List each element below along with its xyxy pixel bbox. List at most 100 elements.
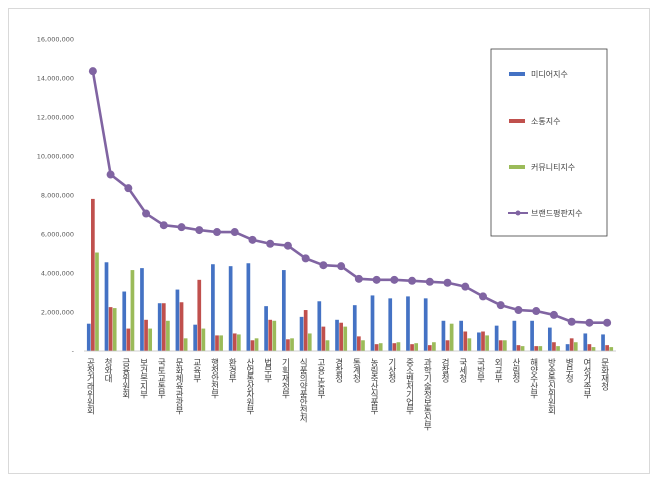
bar-community xyxy=(219,335,223,351)
bar-media xyxy=(104,262,109,351)
bar-media xyxy=(441,320,446,351)
category-label: 중소벤처기업부 xyxy=(404,358,414,415)
bar-media xyxy=(423,298,428,351)
brand-reputation-point xyxy=(461,282,470,291)
brand-reputation-point xyxy=(443,278,452,287)
bar-communication xyxy=(126,328,131,351)
bar-community xyxy=(414,343,419,351)
category-label: 금융위원회 xyxy=(120,358,130,399)
bar-communication xyxy=(587,344,592,351)
brand-reputation-point xyxy=(496,301,505,310)
bar-communication xyxy=(552,342,556,351)
category-label: 과학기술정보통신부 xyxy=(422,358,432,431)
brand-reputation-point xyxy=(532,307,541,316)
legend-swatch-marker xyxy=(515,210,521,216)
bar-communication xyxy=(144,319,148,351)
bar-community xyxy=(609,347,614,351)
category-label: 고용노동부 xyxy=(315,358,325,399)
bar-community xyxy=(556,346,560,351)
legend-label: 브랜드평판지수 xyxy=(531,208,583,218)
category-label: 식품의약품안전처 xyxy=(298,358,308,423)
bar-communication xyxy=(569,338,574,351)
bar-media xyxy=(352,305,357,351)
bar-media xyxy=(530,320,534,351)
bar-community xyxy=(520,346,525,351)
brand-reputation-point xyxy=(283,241,292,250)
category-label: 외교부 xyxy=(493,357,503,383)
brand-reputation-point xyxy=(319,261,328,270)
brand-reputation-point xyxy=(337,262,346,271)
legend-box xyxy=(490,48,608,237)
bar-community xyxy=(449,323,454,351)
category-label: 여성가족부 xyxy=(581,357,591,399)
y-tick-label: 10,000,000 xyxy=(37,153,74,161)
bar-media xyxy=(459,320,464,351)
brand-reputation-point xyxy=(266,239,275,248)
brand-reputation-point xyxy=(106,170,115,179)
bar-communication xyxy=(250,340,255,351)
category-label: 기상청 xyxy=(386,358,396,382)
bar-community xyxy=(343,326,348,351)
brand-reputation-point xyxy=(213,228,221,237)
bar-media xyxy=(122,291,127,351)
category-label: 통계청 xyxy=(351,358,361,382)
bar-community xyxy=(272,320,277,351)
bar-community xyxy=(95,252,99,351)
bar-media xyxy=(86,323,91,351)
bar-community xyxy=(183,338,188,351)
bar-communication xyxy=(357,336,361,351)
bar-communication xyxy=(374,344,379,351)
bar-media xyxy=(388,298,393,351)
bar-communication xyxy=(197,279,202,351)
bar-media xyxy=(264,306,268,351)
y-tick-label: 4,000,000 xyxy=(41,270,74,278)
bar-communication xyxy=(161,303,166,351)
y-tick-label: 6,000,000 xyxy=(41,231,74,239)
bar-media xyxy=(228,266,233,351)
brand-reputation-point xyxy=(479,292,487,301)
y-tick-label: 16,000,000 xyxy=(37,36,74,44)
legend-label: 커뮤니티지수 xyxy=(531,162,575,172)
bar-community xyxy=(485,335,489,351)
brand-reputation-point xyxy=(177,223,186,232)
category-label: 산업통상자원부 xyxy=(244,357,254,415)
y-tick-label: 12,000,000 xyxy=(37,114,74,122)
bar-media xyxy=(299,316,304,351)
brand-reputation-point xyxy=(514,306,523,315)
brand-reputation-point xyxy=(585,318,594,327)
bar-communication xyxy=(179,302,184,351)
category-label: 청와대 xyxy=(103,358,113,383)
bar-community xyxy=(325,340,330,351)
brand-reputation-point xyxy=(425,277,434,286)
bar-communication xyxy=(268,319,273,351)
brand-reputation-point xyxy=(603,318,612,327)
category-label: 기획재정부 xyxy=(280,358,290,399)
brand-reputation-point xyxy=(408,276,417,285)
category-label: 병무청 xyxy=(564,358,574,382)
bar-media xyxy=(370,295,375,351)
category-label: 교육부 xyxy=(191,358,201,383)
bar-communication xyxy=(392,343,397,351)
category-label: 환경부 xyxy=(227,357,237,383)
category-label: 방송통신위원회 xyxy=(546,357,556,415)
bar-community xyxy=(378,343,383,351)
bar-community xyxy=(148,328,153,351)
bar-communication xyxy=(498,340,503,351)
brand-reputation-point xyxy=(549,310,558,319)
bar-media xyxy=(565,344,570,351)
category-label: 농림축산식품부 xyxy=(369,358,379,415)
bar-media xyxy=(157,303,162,351)
category-label: 해양수산부 xyxy=(528,358,538,399)
bar-community xyxy=(502,340,507,351)
legend-label: 미디어지수 xyxy=(531,69,568,79)
bar-community xyxy=(538,346,543,351)
bar-community xyxy=(573,342,578,351)
bar-community xyxy=(130,270,135,351)
bar-community xyxy=(290,338,294,351)
brand-reputation-point xyxy=(124,184,133,193)
y-tick-label: - xyxy=(72,348,75,356)
brand-reputation-point xyxy=(372,275,381,284)
bar-communication xyxy=(339,322,343,351)
bar-community xyxy=(236,334,241,351)
